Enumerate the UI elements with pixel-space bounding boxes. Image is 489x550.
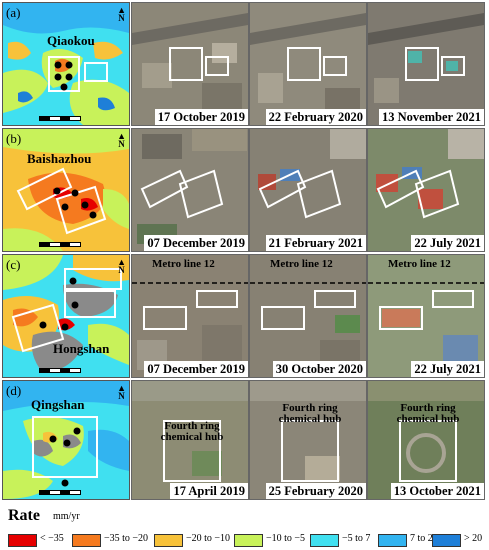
deformation-map-d: (d) Qingshan ▲ N [2, 380, 130, 500]
deformation-map-c: (c) Hongshan ▲ N [2, 254, 130, 378]
acquisition-date: 21 February 2021 [265, 235, 366, 251]
satellite-image-a3: 13 November 2021 [367, 2, 485, 126]
panel-letter: (c) [6, 257, 21, 272]
acquisition-date: 22 July 2021 [411, 235, 484, 251]
legend-label: −10 to −5 [266, 533, 306, 544]
panel-row-a: (a) Qiaokou ▲ N 17 October 2019 22 Februa… [0, 2, 489, 126]
legend-label: −20 to −10 [186, 533, 231, 544]
legend-label: 7 to 20 [410, 533, 438, 544]
acquisition-date: 13 October 2021 [390, 483, 484, 499]
acquisition-date: 07 December 2019 [144, 235, 248, 251]
legend-swatch [310, 534, 339, 547]
site-name-label: Qiaokou [47, 33, 95, 48]
acquisition-date: 13 November 2021 [378, 109, 484, 125]
satellite-image-d1: Fourth ring chemical hub 17 April 2019 [131, 380, 249, 500]
satellite-image-c1: Metro line 12 07 December 2019 [131, 254, 249, 378]
compass-label: N [118, 139, 125, 149]
site-name-label: Qingshan [31, 397, 85, 412]
panel-row-c: (c) Hongshan ▲ N Metro line 12 07 Decembe… [0, 254, 489, 378]
legend-title: Rate [8, 507, 40, 524]
acquisition-date: 30 October 2020 [272, 361, 366, 377]
acquisition-date: 17 April 2019 [170, 483, 248, 499]
legend-label: < −35 [40, 533, 64, 544]
panel-letter: (a) [6, 5, 21, 20]
site-name-label: Hongshan [53, 341, 110, 356]
north-arrow-icon: ▲ N [117, 5, 126, 23]
chemical-hub-label: Fourth ring chemical hub [160, 420, 224, 443]
metro-line-label: Metro line 12 [388, 258, 451, 270]
deformation-map-b: (b) Baishazhou ▲ N [2, 128, 130, 252]
rate-legend: Rate mm/yr < −35 −35 to −20 −20 to −10 −… [0, 503, 489, 550]
legend-swatch [8, 534, 37, 547]
legend-swatch [378, 534, 407, 547]
chemical-hub-label: Fourth ring chemical hub [278, 402, 342, 425]
north-arrow-icon: ▲ N [117, 257, 126, 275]
legend-swatch [432, 534, 461, 547]
acquisition-date: 22 February 2020 [265, 109, 366, 125]
site-name-label: Baishazhou [27, 151, 92, 166]
satellite-image-b2: 21 February 2021 [249, 128, 367, 252]
satellite-image-a1: 17 October 2019 [131, 2, 249, 126]
scale-bar [39, 490, 81, 495]
satellite-image-c3: Metro line 12 22 July 2021 [367, 254, 485, 378]
legend-swatch [72, 534, 101, 547]
acquisition-date: 17 October 2019 [154, 109, 248, 125]
legend-swatch [234, 534, 263, 547]
panel-letter: (d) [6, 383, 22, 398]
satellite-image-d2: Fourth ring chemical hub 25 February 202… [249, 380, 367, 500]
metro-line-label: Metro line 12 [152, 258, 215, 270]
acquisition-date: 07 December 2019 [144, 361, 248, 377]
panel-row-d: (d) Qingshan ▲ N Fourth ring chemical hub… [0, 380, 489, 500]
north-arrow-icon: ▲ N [117, 131, 126, 149]
satellite-image-a2: 22 February 2020 [249, 2, 367, 126]
scale-bar [39, 242, 81, 247]
acquisition-date: 22 July 2021 [411, 361, 484, 377]
deformation-map-a: (a) Qiaokou ▲ N [2, 2, 130, 126]
legend-unit: mm/yr [53, 511, 80, 522]
chemical-hub-label: Fourth ring chemical hub [396, 402, 460, 425]
satellite-image-d3: Fourth ring chemical hub 13 October 2021 [367, 380, 485, 500]
compass-label: N [118, 265, 125, 275]
panel-row-b: (b) Baishazhou ▲ N 07 December 2019 21 Fe… [0, 128, 489, 252]
legend-label: > 20 [464, 533, 483, 544]
satellite-image-b1: 07 December 2019 [131, 128, 249, 252]
compass-label: N [118, 391, 125, 401]
scale-bar [39, 116, 81, 121]
legend-label: −5 to 7 [342, 533, 371, 544]
legend-swatch [154, 534, 183, 547]
satellite-image-c2: Metro line 12 30 October 2020 [249, 254, 367, 378]
north-arrow-icon: ▲ N [117, 383, 126, 401]
panel-letter: (b) [6, 131, 22, 146]
acquisition-date: 25 February 2020 [265, 483, 366, 499]
compass-label: N [118, 13, 125, 23]
scale-bar [39, 368, 81, 373]
satellite-image-b3: 22 July 2021 [367, 128, 485, 252]
legend-label: −35 to −20 [104, 533, 149, 544]
metro-line-label: Metro line 12 [270, 258, 333, 270]
